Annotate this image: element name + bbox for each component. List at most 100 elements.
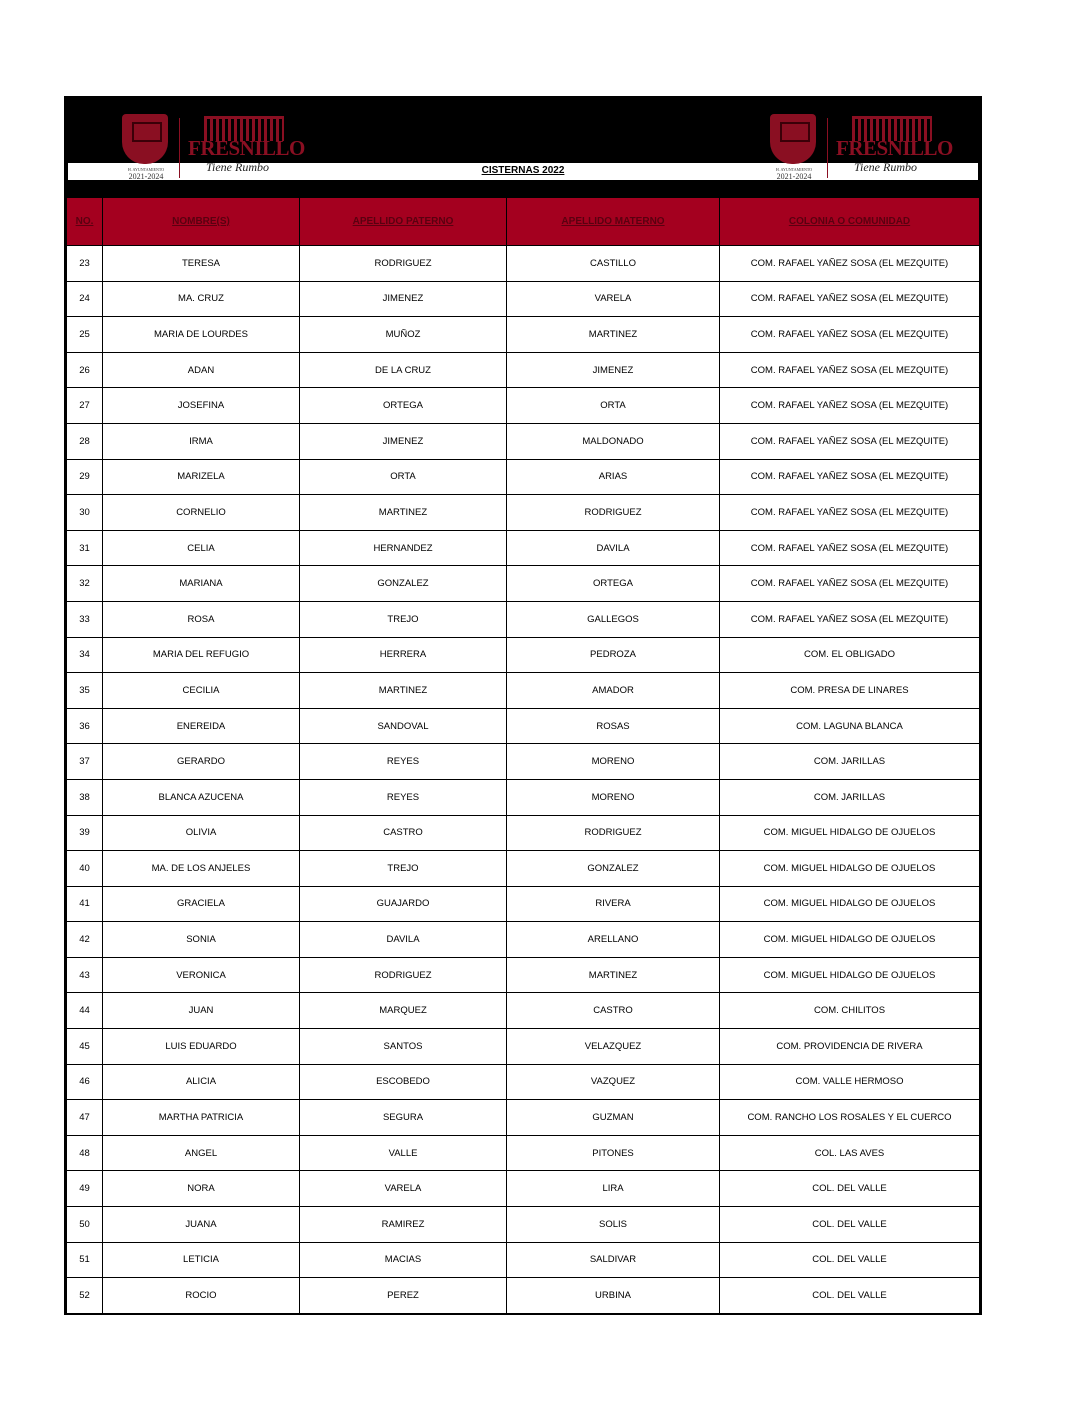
table-cell: DAVILA [299, 921, 507, 958]
table-cell: GUZMAN [506, 1099, 720, 1136]
table-cell: JIMENEZ [506, 351, 720, 389]
table-cell: ADAN [102, 351, 300, 389]
table-row: 39 OLIVIA CASTRO RODRIGUEZ COM. MIGUEL HIDAL… [66, 814, 980, 852]
table-cell: RODRIGUEZ [299, 245, 507, 282]
table-cell: MARTHA PATRICIA [102, 1099, 300, 1136]
beneficiaries-table: NO. NOMBRE(S) APELLIDO PATERNO APELLIDO MAT… [66, 196, 980, 1313]
table-cell: 29 [66, 458, 103, 496]
table-cell: MORENO [506, 778, 720, 816]
table-cell: 25 [66, 316, 103, 353]
column-header: APELLIDO PATERNO [299, 196, 507, 246]
table-cell: DE LA CRUZ [299, 351, 507, 389]
table-cell: ANGEL [102, 1134, 300, 1172]
table-row: 51 LETICIA MACIAS SALDIVAR COL. DEL VALLE [66, 1241, 980, 1279]
table-cell: COL. DEL VALLE [719, 1277, 980, 1313]
table-cell: CASTILLO [506, 245, 720, 282]
table-row: 27 JOSEFINA ORTEGA ORTA COM. RAFAEL YAÑEZ SO… [66, 387, 980, 424]
table-cell: 43 [66, 956, 103, 994]
table-cell: COM. MIGUEL HIDALGO DE OJUELOS [719, 814, 980, 852]
table-cell: AMADOR [506, 672, 720, 709]
table-row: 32 MARIANA GONZALEZ ORTEGA COM. RAFAEL YAÑEZ… [66, 565, 980, 602]
table-row: 25 MARIA DE LOURDES MUÑOZ MARTINEZ COM. RAFA… [66, 316, 980, 353]
table-cell: TERESA [102, 245, 300, 282]
column-header: NO. [66, 196, 103, 246]
column-header: APELLIDO MATERNO [506, 196, 720, 246]
table-cell: 37 [66, 743, 103, 780]
table-row: 29 MARIZELA ORTA ARIAS COM. RAFAEL YAÑEZ SOS… [66, 458, 980, 496]
table-row: 34 MARIA DEL REFUGIO HERRERA PEDROZA COM. EL… [66, 636, 980, 674]
document-title: CISTERNAS 2022 [481, 165, 565, 176]
table-cell: 26 [66, 351, 103, 389]
table-cell: MARIA DEL REFUGIO [102, 636, 300, 674]
table-cell: 34 [66, 636, 103, 674]
table-row: 43 VERONICA RODRIGUEZ MARTINEZ COM. MIGUEL H… [66, 956, 980, 994]
table-cell: ORTA [299, 458, 507, 496]
table-cell: 51 [66, 1241, 103, 1279]
table-cell: 48 [66, 1134, 103, 1172]
table-cell: GONZALEZ [506, 850, 720, 887]
logo-ayto: H. AYUNTAMIENTO 2021-2024 [775, 167, 813, 181]
table-cell: ARIAS [506, 458, 720, 496]
table-cell: COL. DEL VALLE [719, 1241, 980, 1279]
table-cell: COM. JARILLAS [719, 743, 980, 780]
table-cell: ORTEGA [506, 565, 720, 602]
table-cell: IRMA [102, 422, 300, 460]
table-cell: ARELLANO [506, 921, 720, 958]
table-cell: CASTRO [506, 992, 720, 1030]
table-row: 47 MARTHA PATRICIA SEGURA GUZMAN COM. RANCHO… [66, 1099, 980, 1136]
table-cell: 28 [66, 422, 103, 460]
table-cell: JIMENEZ [299, 280, 507, 318]
table-cell: GERARDO [102, 743, 300, 780]
table-cell: COM. VALLE HERMOSO [719, 1063, 980, 1101]
table-cell: GUAJARDO [299, 885, 507, 923]
table-cell: COM. RANCHO LOS ROSALES Y EL CUERCO [719, 1099, 980, 1136]
table-cell: MARIA DE LOURDES [102, 316, 300, 353]
title-band [68, 163, 978, 180]
table-cell: 46 [66, 1063, 103, 1101]
table-cell: 36 [66, 707, 103, 745]
table-cell: COM. LAGUNA BLANCA [719, 707, 980, 745]
table-cell: ROSAS [506, 707, 720, 745]
table-cell: SALDIVAR [506, 1241, 720, 1279]
table-cell: MARTINEZ [299, 494, 507, 531]
table-cell: COM. JARILLAS [719, 778, 980, 816]
table-cell: RODRIGUEZ [299, 956, 507, 994]
table-row: 24 MA. CRUZ JIMENEZ VARELA COM. RAFAEL YAÑEZ… [66, 280, 980, 318]
table-cell: VALLE [299, 1134, 507, 1172]
table-cell: MARIZELA [102, 458, 300, 496]
table-cell: GRACIELA [102, 885, 300, 923]
table-row: 33 ROSA TREJO GALLEGOS COM. RAFAEL YAÑEZ SOS… [66, 600, 980, 638]
logo-text: FRESNILLO [836, 136, 953, 160]
table-cell: LUIS EDUARDO [102, 1028, 300, 1065]
table-cell: DAVILA [506, 529, 720, 567]
table-cell: LIRA [506, 1170, 720, 1208]
table-cell: ESCOBEDO [299, 1063, 507, 1101]
table-cell: RIVERA [506, 885, 720, 923]
table-cell: MORENO [506, 743, 720, 780]
table-cell: MARTINEZ [506, 316, 720, 353]
table-cell: RODRIGUEZ [506, 494, 720, 531]
table-row: 35 CECILIA MARTINEZ AMADOR COM. PRESA DE LIN… [66, 672, 980, 709]
table-cell: 41 [66, 885, 103, 923]
table-cell: NORA [102, 1170, 300, 1208]
table-cell: 49 [66, 1170, 103, 1208]
table-cell: ALICIA [102, 1063, 300, 1101]
table-cell: HERNANDEZ [299, 529, 507, 567]
table-cell: 32 [66, 565, 103, 602]
table-cell: ENEREIDA [102, 707, 300, 745]
table-cell: MACIAS [299, 1241, 507, 1279]
table-cell: GALLEGOS [506, 600, 720, 638]
table-cell: COM. MIGUEL HIDALGO DE OJUELOS [719, 850, 980, 887]
table-row: 52 ROCIO PEREZ URBINA COL. DEL VALLE [66, 1277, 980, 1313]
logo-ayto: H. AYUNTAMIENTO 2021-2024 [127, 167, 165, 181]
table-cell: PEDROZA [506, 636, 720, 674]
table-cell: COM. CHILITOS [719, 992, 980, 1030]
table-cell: GONZALEZ [299, 565, 507, 602]
table-cell: ROCIO [102, 1277, 300, 1313]
table-cell: TREJO [299, 850, 507, 887]
table-cell: MALDONADO [506, 422, 720, 460]
table-cell: MA. DE LOS ANJELES [102, 850, 300, 887]
table-cell: 27 [66, 387, 103, 424]
table-row: 38 BLANCA AZUCENA REYES MORENO COM. JARILLAS [66, 778, 980, 816]
table-cell: COM. MIGUEL HIDALGO DE OJUELOS [719, 921, 980, 958]
